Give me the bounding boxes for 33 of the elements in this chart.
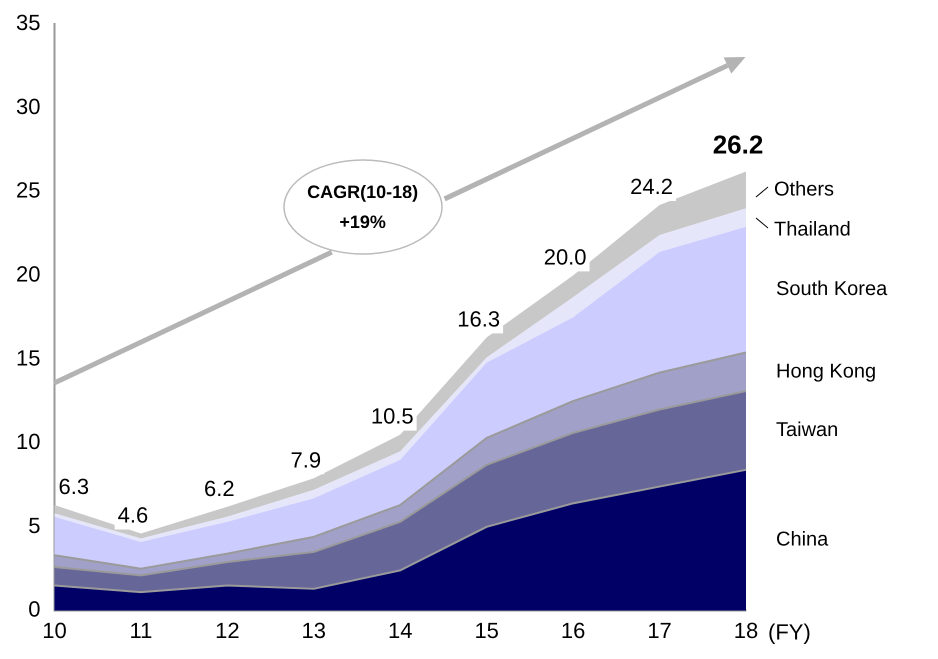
x-tick-label: 15	[474, 618, 499, 643]
x-tick-label: 18	[734, 618, 758, 643]
series-label: Thailand	[774, 218, 851, 240]
x-tick-label: 14	[388, 618, 412, 643]
y-tick-label: 30	[16, 94, 40, 119]
series-label: China	[776, 528, 830, 551]
total-label: 6.3	[58, 474, 90, 500]
total-label: 26.2	[712, 130, 764, 160]
series-label: Hong Kong	[776, 360, 876, 382]
y-tick-label: 5	[28, 512, 40, 538]
x-tick-label: 17	[647, 618, 672, 643]
series-label: South Korea	[776, 278, 888, 300]
x-tick-label: 12	[215, 618, 240, 643]
y-tick-label: 25	[16, 178, 40, 203]
annotation: CAGR(10-18) +19%	[306, 180, 420, 234]
series-label: Taiwan	[776, 418, 838, 441]
total-label: 10.5	[370, 404, 414, 429]
total-label: 7.9	[290, 447, 322, 472]
total-label: 24.2	[630, 174, 673, 200]
total-label: 6.2	[204, 476, 235, 501]
x-axis-title: (FY)	[768, 620, 811, 645]
y-tick-label: 0	[28, 596, 40, 622]
y-tick-label: 10	[16, 429, 40, 454]
total-label: 20.0	[544, 244, 587, 270]
y-tick-label: 35	[16, 10, 40, 36]
y-tick-label: 15	[16, 345, 40, 370]
x-tick-label: 13	[302, 618, 326, 643]
total-label: 16.3	[457, 306, 500, 332]
y-tick-label: 20	[16, 261, 40, 286]
total-label: 4.6	[118, 502, 148, 528]
series-label: Others	[774, 178, 834, 200]
x-tick-label: 11	[129, 618, 152, 643]
x-tick-label: 16	[560, 618, 586, 643]
